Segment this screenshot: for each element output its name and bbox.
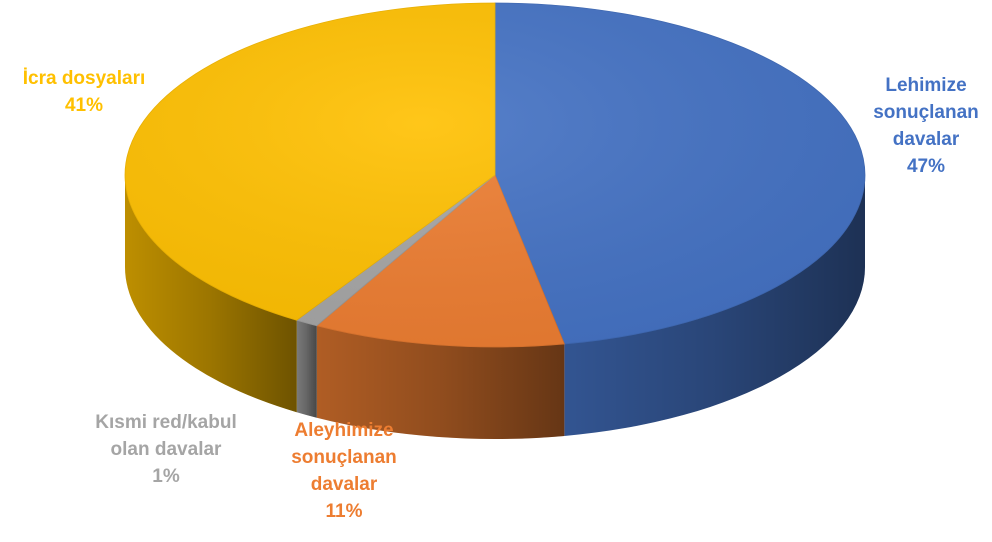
slice-name-label: davalar <box>311 474 378 495</box>
slice-side-shade-0 <box>564 175 865 436</box>
slice-side-shade-3 <box>125 175 297 413</box>
slice-name-label: davalar <box>893 129 960 150</box>
pie-top-shine <box>125 3 865 347</box>
slice-percent-label: 41% <box>65 95 103 116</box>
slice-name-label: sonuçlanan <box>291 447 397 468</box>
slice-label-1: Aleyhimize sonuçlanan davalar 11% <box>291 420 397 522</box>
slice-name-label: İcra dosyaları <box>23 68 146 89</box>
slice-name-label: olan davalar <box>111 439 222 460</box>
slice-name-label: Kısmi red/kabul <box>95 412 237 433</box>
pie-tops <box>124 2 866 348</box>
slice-percent-label: 47% <box>907 156 945 177</box>
slice-side-shade-2 <box>296 320 317 418</box>
slice-side-shade-1 <box>316 325 565 439</box>
slice-percent-label: 1% <box>152 466 180 487</box>
slice-percent-label: 11% <box>326 501 363 522</box>
slice-label-2: Kısmi red/kabul olan davalar 1% <box>95 412 237 487</box>
slice-label-3: İcra dosyaları 41% <box>23 68 146 116</box>
slice-name-label: Aleyhimize <box>294 420 393 441</box>
slice-label-0: Lehimize sonuçlanan davalar 47% <box>873 75 979 177</box>
pie-labels: Lehimize sonuçlanan davalar 47% Aleyhimize so… <box>23 68 979 522</box>
pie-sides <box>125 175 865 439</box>
slice-name-label: sonuçlanan <box>873 102 979 123</box>
slice-name-label: Lehimize <box>885 75 966 96</box>
